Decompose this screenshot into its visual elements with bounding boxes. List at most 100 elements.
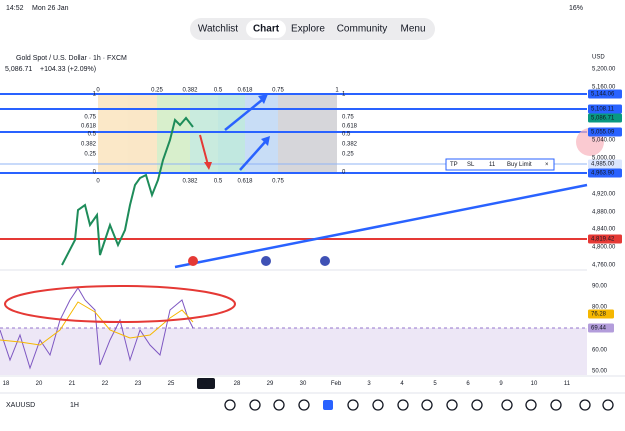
footer-ticker[interactable]: XAUUSD	[6, 402, 35, 409]
order-close[interactable]: ×	[545, 162, 549, 168]
time-axis-label: 22	[102, 381, 109, 387]
price-axis-label: 5,040.00	[592, 138, 616, 144]
tool-icon[interactable]	[224, 399, 236, 411]
price-axis-label: 4,800.00	[592, 245, 616, 251]
tool-icon[interactable]	[525, 399, 537, 411]
time-axis-label: 6	[466, 381, 470, 387]
tool-icon[interactable]	[421, 399, 433, 411]
price-tag	[588, 127, 622, 137]
fib-band	[98, 94, 157, 173]
tool-icon[interactable]	[249, 399, 261, 411]
arrow-head	[204, 162, 212, 170]
fib-side-label: 0.75	[342, 115, 354, 121]
time-axis-label: 26	[201, 381, 208, 387]
fib-label: 0.75	[272, 179, 284, 185]
status-time: 14:52	[6, 5, 24, 12]
arrow	[239, 141, 266, 171]
price-tag-label: 5,144.06	[591, 92, 615, 98]
price-line	[61, 116, 194, 266]
fib-label: 0.75	[272, 88, 284, 94]
nav-tab[interactable]: Community	[337, 24, 388, 35]
order-type[interactable]: Buy Limit	[507, 162, 532, 168]
time-axis-label: 3	[367, 381, 371, 387]
time-axis-label: Feb	[331, 381, 342, 387]
fib-side-label: 0.75	[84, 115, 96, 121]
tool-icon[interactable]	[347, 399, 359, 411]
order-sl[interactable]: SL	[467, 162, 475, 168]
nav-tab[interactable]: Menu	[400, 24, 425, 35]
price-tag	[588, 159, 622, 169]
tool-icon[interactable]	[323, 400, 333, 410]
tool-icon[interactable]	[446, 399, 458, 411]
tool-icon[interactable]	[298, 399, 310, 411]
indicator-tag-label: 69.44	[591, 326, 607, 332]
fib-label: 0.5	[214, 179, 223, 185]
nav-tab[interactable]: Chart	[253, 24, 280, 35]
highlight-ellipse	[4, 285, 236, 323]
price-tag-label: 4,963.90	[591, 171, 615, 177]
fib-side-label: 1	[93, 92, 97, 98]
price-tag-label: 5,108.11	[591, 107, 615, 113]
tool-icon[interactable]	[579, 399, 591, 411]
price-tag-label: 5,055.09	[591, 130, 615, 136]
fib-side-label: 0.25	[84, 152, 96, 158]
tool-icon[interactable]	[372, 399, 384, 411]
tool-icon[interactable]	[471, 399, 483, 411]
arrow-head	[261, 136, 270, 146]
price-tag	[588, 89, 622, 99]
fib-label: 0.5	[214, 88, 223, 94]
fib-label: 0.618	[237, 179, 253, 185]
price-change: +104.33 (+2.09%)	[40, 66, 96, 73]
price-tag	[588, 234, 622, 244]
price-axis-label: 5,200.00	[592, 67, 616, 73]
event-icon[interactable]	[320, 256, 330, 266]
order-qty[interactable]: 11	[489, 162, 496, 168]
tool-icon[interactable]	[501, 399, 513, 411]
fib-side-label: 0.618	[81, 124, 97, 130]
time-axis-label: 18	[3, 381, 10, 387]
time-axis-label: 11	[564, 381, 571, 387]
fib-band	[218, 94, 245, 173]
fib-label: 0.382	[182, 88, 198, 94]
time-axis-label: 9	[499, 381, 503, 387]
price-axis-label: 5,160.00	[592, 85, 616, 91]
price-tag-label: 4,819.42	[591, 237, 615, 243]
fib-label: 1	[335, 88, 339, 94]
indicator-axis-label: 50.00	[592, 369, 608, 375]
time-axis-label: 10	[531, 381, 538, 387]
footer-interval[interactable]: 1H	[70, 402, 79, 409]
fib-side-label: 0.5	[342, 132, 351, 138]
fib-side-label: 1	[342, 92, 346, 98]
event-icon[interactable]	[261, 256, 271, 266]
price-tag	[588, 104, 622, 114]
nav-tab[interactable]: Watchlist	[198, 24, 238, 35]
arrow	[199, 134, 209, 166]
price-tag	[588, 168, 622, 178]
event-icon[interactable]	[188, 256, 198, 266]
order-tp[interactable]: TP	[450, 162, 458, 168]
tool-icon[interactable]	[273, 399, 285, 411]
tool-icon[interactable]	[602, 399, 614, 411]
nav-tab[interactable]: Explore	[291, 24, 325, 35]
indicator-axis-label: 90.00	[592, 284, 608, 290]
fib-box	[98, 94, 337, 173]
price-tag	[588, 113, 622, 123]
price-axis-label: 4,920.00	[592, 192, 616, 198]
price-tag-label: 5,086.71	[591, 116, 615, 122]
tool-icon[interactable]	[397, 399, 409, 411]
arrow-head	[258, 94, 268, 104]
indicator-axis-label: 80.00	[592, 305, 608, 311]
fib-label: 0.618	[237, 88, 253, 94]
price-axis-label: 4,760.00	[592, 263, 616, 269]
tool-icon[interactable]	[550, 399, 562, 411]
last-price: 5,086.71	[5, 66, 32, 73]
time-axis-label: 23	[135, 381, 142, 387]
indicator-axis-label: 60.00	[592, 348, 608, 354]
time-axis-label: 30	[300, 381, 307, 387]
fib-side-label: 0.618	[342, 124, 358, 130]
arrow	[224, 99, 263, 131]
toolbar-icons	[224, 399, 614, 411]
order-widget[interactable]	[445, 158, 555, 171]
indicator-line	[0, 287, 194, 370]
